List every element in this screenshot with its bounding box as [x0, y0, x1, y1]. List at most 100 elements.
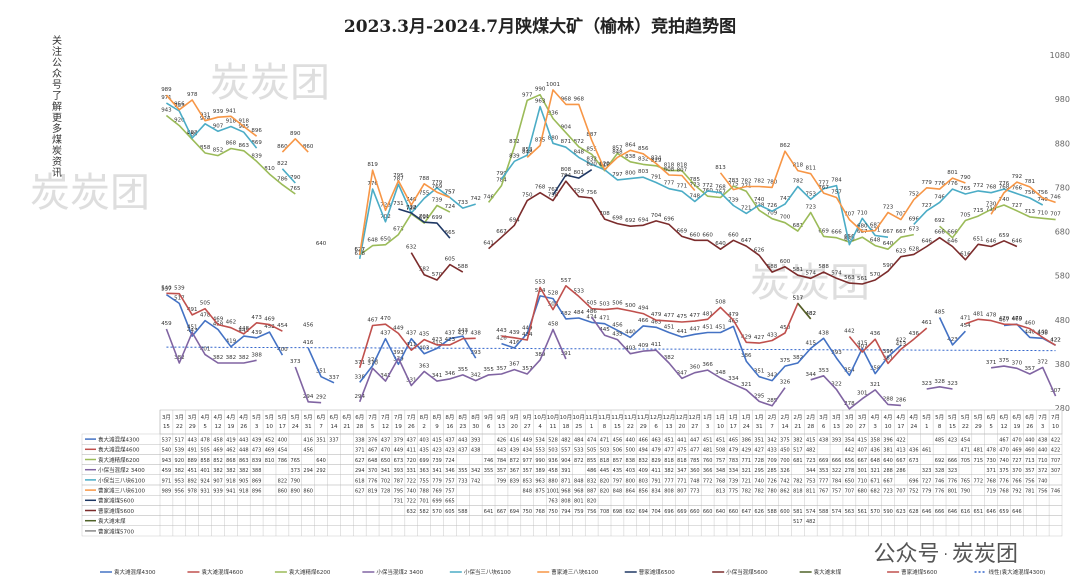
data-label: 439 — [509, 330, 520, 336]
table-cell: 423 — [445, 448, 455, 454]
table-cell: 537 — [162, 438, 172, 444]
data-label: 423 — [445, 337, 456, 343]
data-label: 667 — [883, 229, 894, 235]
x-tick-label: 10 — [1052, 424, 1059, 430]
table-cell: 801 — [574, 499, 584, 505]
data-label: 355 — [483, 367, 494, 373]
x-tick-label: 6 — [822, 424, 826, 430]
table-cell: 427 — [754, 448, 764, 454]
table-cell: 739 — [432, 458, 442, 464]
table-row — [81, 515, 1063, 526]
data-label: 396 — [883, 349, 894, 355]
table-cell: 473 — [252, 448, 262, 454]
x-tick-label: 1月 — [729, 414, 738, 421]
series-line — [501, 295, 902, 382]
data-label: 696 — [909, 216, 920, 222]
table-cell: 469 — [1012, 448, 1022, 454]
data-label: 346 — [445, 371, 456, 377]
data-label: 813 — [715, 165, 726, 171]
table-cell: 528 — [548, 438, 558, 444]
data-label: 467 — [367, 317, 378, 323]
table-cell: 869 — [252, 478, 262, 484]
data-label: 856 — [638, 146, 649, 152]
sidebar-note: 关注公众号了解更多煤炭资讯 — [52, 36, 62, 179]
x-tick-label: 8月 — [471, 414, 480, 421]
data-label: 344 — [805, 372, 816, 378]
table-cell: 968 — [574, 489, 584, 495]
x-tick-label: 7月 — [1051, 414, 1060, 421]
legend-label: 袁大滩精煤6200 — [289, 568, 331, 576]
data-label: 458 — [548, 321, 559, 327]
legend-label: 曹家滩三八块6100 — [551, 568, 598, 576]
data-label: 640 — [316, 241, 327, 247]
data-label: 372 — [1037, 359, 1048, 365]
x-tick-label: 7月 — [368, 414, 377, 421]
data-label: 757 — [831, 190, 842, 196]
x-tick-label: 5 — [371, 424, 375, 430]
table-cell: 660 — [690, 509, 700, 515]
data-label: 907 — [213, 123, 224, 129]
table-cell: 382 — [213, 468, 223, 474]
x-tick-label: 11 — [550, 424, 557, 430]
series-line — [990, 181, 1056, 215]
data-label: 650 — [380, 237, 391, 243]
x-tick-label: 5月 — [961, 414, 970, 421]
table-cell: 666 — [935, 509, 945, 515]
table-cell: 667 — [497, 509, 507, 515]
table-cell: 665 — [445, 499, 455, 505]
data-label: 347 — [677, 370, 688, 376]
table-cell: 437 — [445, 438, 455, 444]
table-cell: 726 — [767, 478, 777, 484]
table-cell: 782 — [793, 478, 803, 484]
series-line — [165, 94, 258, 137]
data-label: 470 — [1012, 316, 1023, 322]
x-tick-label: 7月 — [381, 414, 390, 421]
table-cell: 862 — [780, 489, 790, 495]
series-line — [359, 335, 477, 383]
data-label: 766 — [1012, 186, 1023, 192]
x-tick-label: 5 — [203, 424, 207, 430]
data-label: 449 — [393, 325, 404, 331]
table-cell: 767 — [819, 489, 829, 495]
x-tick-label: 6月 — [987, 414, 996, 421]
table-cell: 348 — [716, 468, 726, 474]
table-cell: 626 — [754, 509, 764, 515]
data-label: 768 — [986, 185, 997, 191]
table-cell: 553 — [535, 448, 545, 454]
data-label: 757 — [445, 190, 456, 196]
data-label: 896 — [251, 128, 262, 134]
data-label: 700 — [780, 215, 791, 221]
data-label: 471 — [599, 316, 610, 322]
data-label: 730 — [986, 201, 997, 207]
table-cell: 517 — [175, 438, 185, 444]
data-label: 777 — [818, 181, 829, 187]
x-tick-label: 15 — [614, 424, 621, 430]
x-tick-label: 20 — [678, 424, 685, 430]
data-label: 456 — [303, 322, 314, 328]
data-label: 1001 — [546, 82, 560, 88]
data-label: 924 — [200, 116, 211, 122]
table-cell: 730 — [986, 458, 996, 464]
table-cell: 628 — [909, 509, 919, 515]
legend-label: 曹家滩煤5600 — [901, 568, 937, 576]
data-label: 713 — [1025, 209, 1036, 215]
table-cell: 710 — [857, 478, 867, 484]
data-label: 605 — [445, 257, 456, 263]
data-label: 388 — [251, 352, 262, 358]
x-tick-label: 9月 — [510, 414, 519, 421]
data-label: 422 — [896, 337, 907, 343]
table-cell: 776 — [999, 478, 1009, 484]
y-tick-label: 880 — [1055, 139, 1070, 148]
series-line — [410, 252, 464, 281]
table-cell: 400 — [278, 438, 288, 444]
x-tick-label: 30 — [472, 424, 479, 430]
data-label: 407 — [857, 344, 868, 350]
table-cell: 864 — [626, 489, 636, 495]
series-line — [165, 293, 284, 356]
data-label: 779 — [432, 180, 443, 186]
x-tick-label: 8月 — [458, 414, 467, 421]
data-label: 759 — [574, 189, 585, 195]
data-label: 479 — [651, 312, 662, 318]
x-tick-label: 20 — [846, 424, 853, 430]
table-cell: 731 — [394, 499, 404, 505]
